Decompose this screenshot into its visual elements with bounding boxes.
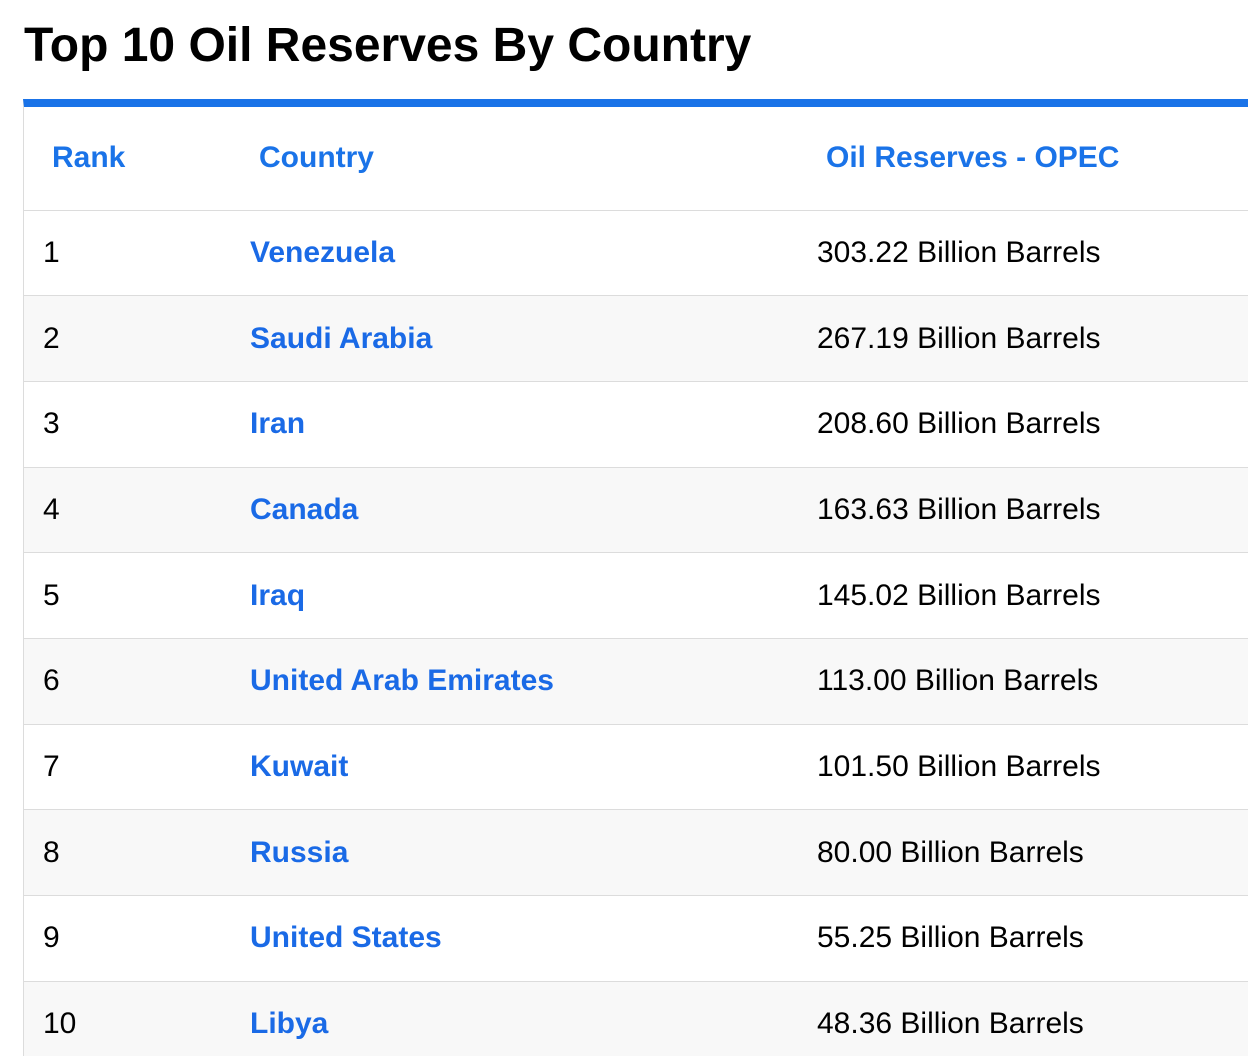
table-row: 3 Iran 208.60 Billion Barrels [24, 381, 1248, 468]
country-cell: Iraq [231, 553, 798, 639]
column-header-country[interactable]: Country [259, 141, 374, 175]
country-link-kuwait[interactable]: Kuwait [250, 749, 349, 783]
reserves-cell: 145.02 Billion Barrels [817, 578, 1101, 612]
country-cell: United Arab Emirates [231, 638, 798, 724]
country-link-iraq[interactable]: Iraq [250, 578, 306, 612]
reserves-cell: 55.25 Billion Barrels [817, 921, 1084, 955]
table-header-row: Rank Country Oil Reserves - OPEC [24, 107, 1248, 210]
rank-cell: 4 [43, 492, 60, 526]
table-row: 7 Kuwait 101.50 Billion Barrels [24, 724, 1248, 810]
table-row: 2 Saudi Arabia 267.19 Billion Barrels [24, 295, 1248, 382]
table-row: 4 Canada 163.63 Billion Barrels [24, 467, 1248, 553]
rank-cell: 9 [43, 921, 60, 955]
reserves-cell: 163.63 Billion Barrels [817, 492, 1101, 526]
table-row: 5 Iraq 145.02 Billion Barrels [24, 552, 1248, 639]
country-link-canada[interactable]: Canada [250, 492, 359, 526]
rank-cell: 2 [43, 321, 60, 355]
table-row: 9 United States 55.25 Billion Barrels [24, 895, 1248, 982]
column-header-rank[interactable]: Rank [52, 141, 126, 175]
oil-reserves-table-container: Rank Country Oil Reserves - OPEC 1 Venez… [23, 99, 1248, 1056]
table-row: 10 Libya 48.36 Billion Barrels [24, 981, 1248, 1056]
reserves-cell: 267.19 Billion Barrels [817, 321, 1101, 355]
rank-cell: 6 [43, 664, 60, 698]
country-link-russia[interactable]: Russia [250, 835, 349, 869]
table-row: 8 Russia 80.00 Billion Barrels [24, 809, 1248, 896]
country-link-united-arab-emirates[interactable]: United Arab Emirates [250, 664, 554, 698]
country-cell: United States [231, 896, 798, 982]
table-body: 1 Venezuela 303.22 Billion Barrels 2 Sau… [24, 210, 1248, 1056]
reserves-cell: 80.00 Billion Barrels [817, 835, 1084, 869]
country-cell: Venezuela [231, 210, 798, 296]
rank-cell: 1 [43, 235, 60, 269]
rank-cell: 5 [43, 578, 60, 612]
rank-cell: 8 [43, 835, 60, 869]
country-cell: Saudi Arabia [231, 296, 798, 382]
rank-cell: 3 [43, 407, 60, 441]
table-row: 6 United Arab Emirates 113.00 Billion Ba… [24, 638, 1248, 725]
column-header-oil-reserves[interactable]: Oil Reserves - OPEC [826, 141, 1120, 175]
reserves-cell: 113.00 Billion Barrels [817, 664, 1099, 698]
rank-cell: 10 [43, 1007, 77, 1041]
country-cell: Canada [231, 467, 798, 553]
country-link-united-states[interactable]: United States [250, 921, 442, 955]
rank-cell: 7 [43, 749, 60, 783]
page-title: Top 10 Oil Reserves By Country [24, 19, 752, 72]
reserves-cell: 101.50 Billion Barrels [817, 749, 1101, 783]
oil-reserves-table: Rank Country Oil Reserves - OPEC 1 Venez… [24, 107, 1248, 1056]
country-cell: Kuwait [231, 724, 798, 810]
reserves-cell: 303.22 Billion Barrels [817, 235, 1101, 269]
table-row: 1 Venezuela 303.22 Billion Barrels [24, 210, 1248, 296]
country-link-libya[interactable]: Libya [250, 1007, 329, 1041]
table-header: Rank Country Oil Reserves - OPEC [24, 107, 1248, 210]
reserves-cell: 48.36 Billion Barrels [817, 1007, 1084, 1041]
reserves-cell: 208.60 Billion Barrels [817, 407, 1101, 441]
country-cell: Libya [231, 981, 798, 1056]
country-link-venezuela[interactable]: Venezuela [250, 235, 396, 269]
country-link-saudi-arabia[interactable]: Saudi Arabia [250, 321, 433, 355]
country-cell: Russia [231, 810, 798, 896]
country-cell: Iran [231, 381, 798, 467]
country-link-iran[interactable]: Iran [250, 407, 306, 441]
